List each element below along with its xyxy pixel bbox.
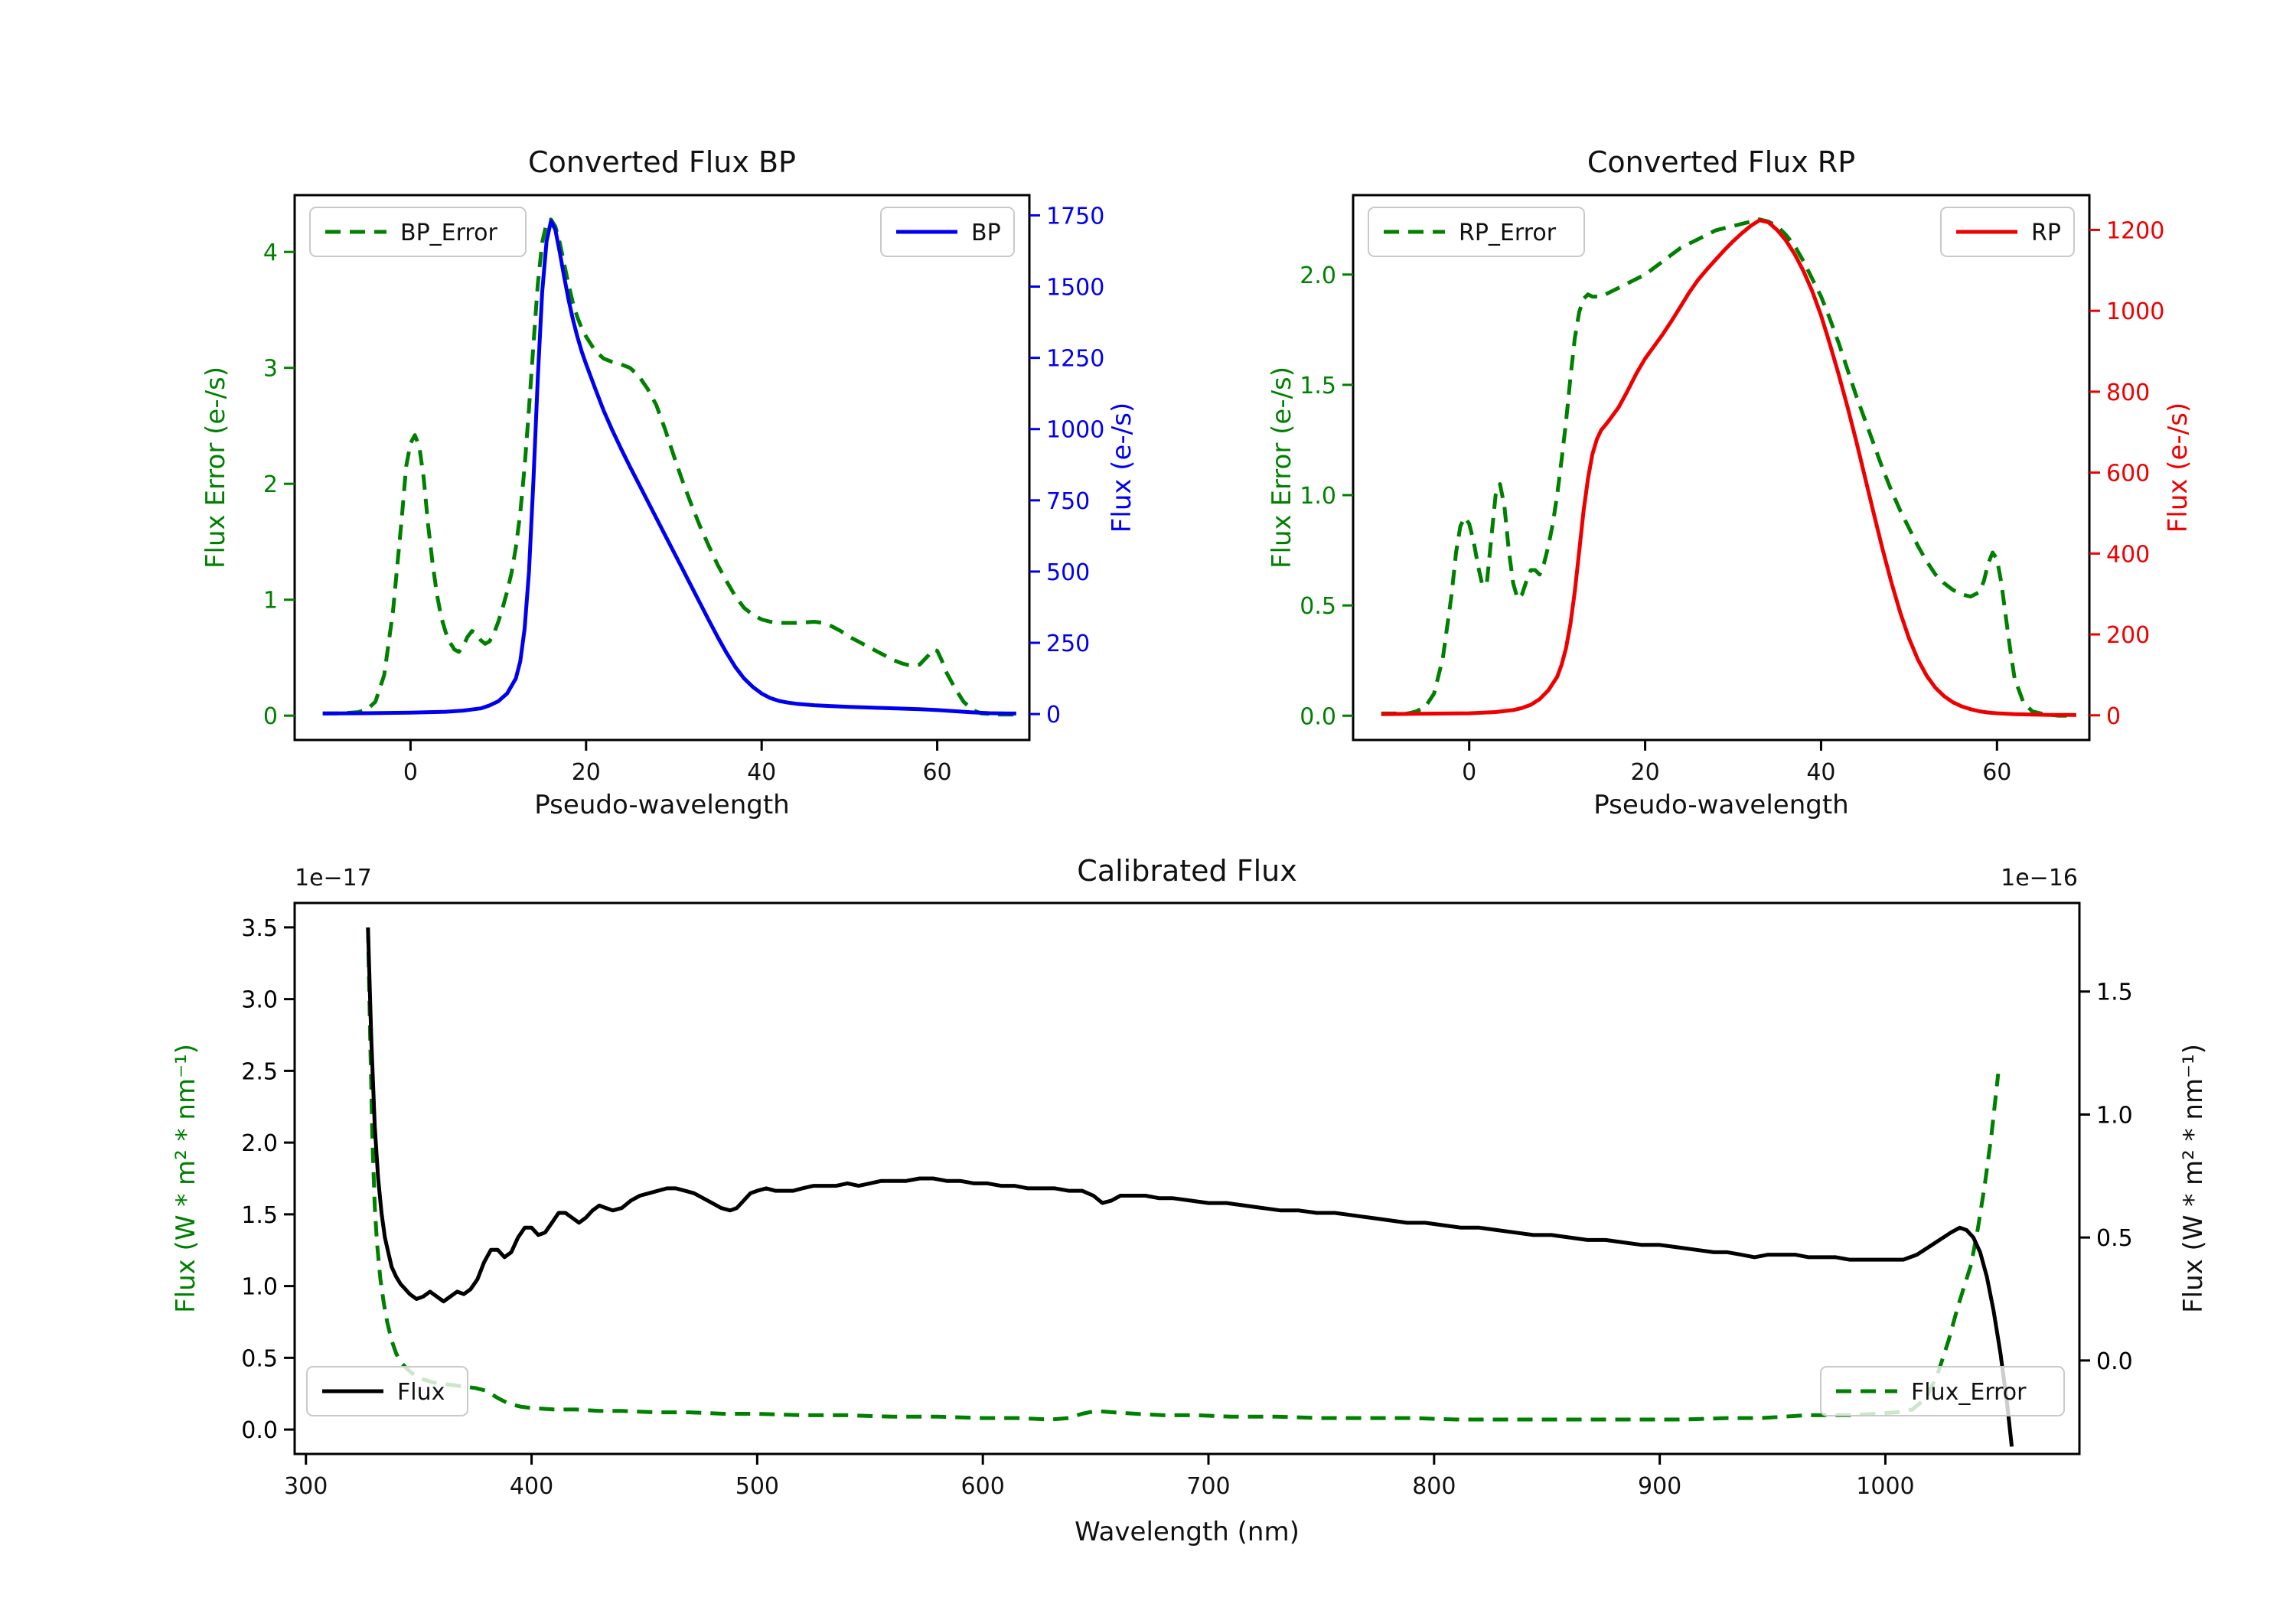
x-tick-label: 20	[1630, 759, 1659, 786]
cal-axes: 300 400 500 600 700 800 900 1000 0.0 0.5 1.0 1.5 2.0…	[241, 901, 2133, 1500]
x-tick-label: 60	[1982, 759, 2011, 786]
y-tick-label-right: 1250	[1046, 346, 1104, 373]
x-tick-label: 400	[510, 1473, 553, 1500]
y-tick-label-right: 400	[2106, 541, 2150, 568]
y-tick-label-left: 0.5	[1300, 593, 1336, 620]
legend-box-Flux	[306, 1366, 468, 1416]
bp-xlabel: Pseudo-wavelength	[534, 790, 790, 820]
y-tick-label-left: 3	[263, 356, 278, 383]
x-tick-label: 0	[403, 759, 418, 786]
x-tick-label: 300	[284, 1473, 328, 1500]
y-tick-label-right: 0.5	[2096, 1225, 2133, 1252]
x-tick-label: 800	[1412, 1473, 1456, 1500]
x-tick-label: 0	[1462, 759, 1476, 786]
x-tick-label: 40	[1806, 759, 1835, 786]
legend-box-RP_Error	[1368, 207, 1585, 257]
y-tick-label-left: 2	[263, 471, 278, 498]
x-tick-label: 40	[747, 759, 776, 786]
y-tick-label-left: 3.0	[241, 987, 278, 1014]
y-tick-label-left: 3.5	[241, 915, 278, 942]
y-tick-label-right: 1000	[1046, 417, 1104, 444]
y-tick-label-right: 1.5	[2096, 980, 2133, 1006]
y-tick-label-right: 0.0	[2096, 1348, 2133, 1375]
legend-box-BP_Error	[309, 207, 527, 257]
y-tick-label-right: 600	[2106, 461, 2150, 487]
cal-ylabel-right: Flux (W * m² * nm⁻¹)	[2178, 1044, 2209, 1313]
cal-xlabel: Wavelength (nm)	[1075, 1517, 1300, 1547]
series-BP_Error	[322, 217, 1016, 717]
x-tick-label: 1000	[1856, 1473, 1914, 1500]
rp-title: Converted Flux RP	[1587, 145, 1856, 179]
series-RP_Error	[1381, 217, 2076, 718]
y-tick-label-right: 800	[2106, 380, 2150, 406]
legend-label: Flux_Error	[1911, 1379, 2027, 1406]
legend-label: Flux	[397, 1379, 445, 1406]
x-tick-label: 700	[1186, 1473, 1230, 1500]
y-tick-label-left: 2.0	[1300, 262, 1336, 289]
x-tick-label: 600	[961, 1473, 1005, 1500]
series-RP	[1381, 218, 2076, 717]
rp-ylabel-left: Flux Error (e-/s)	[1267, 366, 1297, 569]
cal-offset-left: 1e−17	[295, 865, 372, 892]
x-tick-label: 500	[735, 1473, 779, 1500]
series-Flux	[366, 927, 2014, 1447]
y-tick-label-left: 1.5	[1300, 373, 1336, 399]
series-BP	[322, 219, 1016, 715]
y-tick-label-left: 2.5	[241, 1058, 278, 1085]
y-tick-label-right: 1000	[2106, 298, 2164, 325]
cal-spines	[293, 901, 2081, 1455]
y-tick-label-right: 1200	[2106, 217, 2164, 244]
rp-ylabel-right: Flux (e-/s)	[2163, 402, 2193, 533]
y-tick-label-left: 0	[263, 703, 278, 730]
y-tick-label-right: 0	[2106, 703, 2121, 730]
legend-box-Flux_Error	[1820, 1366, 2065, 1416]
y-tick-label-right: 250	[1046, 631, 1090, 657]
x-tick-label: 20	[572, 759, 601, 786]
y-tick-label-left: 4	[263, 240, 278, 266]
legend-label: RP	[2031, 220, 2061, 246]
bp-spines	[293, 194, 1031, 742]
y-tick-label-left: 0.5	[241, 1345, 278, 1372]
x-tick-label: 60	[922, 759, 951, 786]
rp-axes: 0 20 40 60 0.0 0.5 1.0 1.5 2.0 0 200 400 600 800 1000 1…	[1300, 194, 2164, 786]
y-tick-label-left: 1.0	[1300, 483, 1336, 510]
rp-spines	[1352, 194, 2091, 742]
legend-label: BP	[971, 220, 1001, 246]
y-tick-label-right: 200	[2106, 622, 2150, 649]
y-tick-label-right: 500	[1046, 559, 1090, 586]
y-tick-label-left: 1.5	[241, 1202, 278, 1229]
cal-offset-right: 1e−16	[2001, 865, 2078, 892]
y-tick-label-left: 0.0	[241, 1417, 278, 1444]
legend-label: RP_Error	[1459, 220, 1557, 246]
bp-axes: 0 20 40 600123402505007501000125015001750BP…	[263, 194, 1104, 786]
rp-xlabel: Pseudo-wavelength	[1593, 790, 1849, 820]
cal-ylabel-left: Flux (W * m² * nm⁻¹)	[171, 1044, 201, 1313]
legend-label: BP_Error	[400, 220, 497, 246]
x-tick-label: 900	[1638, 1473, 1681, 1500]
bp-title: Converted Flux BP	[528, 145, 796, 179]
cal-title: Calibrated Flux	[1077, 854, 1297, 888]
y-tick-label-left: 1	[263, 588, 278, 614]
y-tick-label-right: 1.0	[2096, 1102, 2133, 1129]
y-tick-label-right: 0	[1046, 702, 1061, 729]
bp-ylabel-right: Flux (e-/s)	[1107, 402, 1137, 533]
y-tick-label-left: 2.0	[241, 1130, 278, 1157]
bp-ylabel-left: Flux Error (e-/s)	[201, 366, 231, 569]
y-tick-label-left: 0.0	[1300, 703, 1336, 730]
series-Flux_Error	[366, 927, 2001, 1422]
y-tick-label-right: 750	[1046, 488, 1090, 515]
y-tick-label-right: 1750	[1046, 203, 1104, 230]
y-tick-label-right: 1500	[1046, 275, 1104, 302]
y-tick-label-left: 1.0	[241, 1274, 278, 1301]
